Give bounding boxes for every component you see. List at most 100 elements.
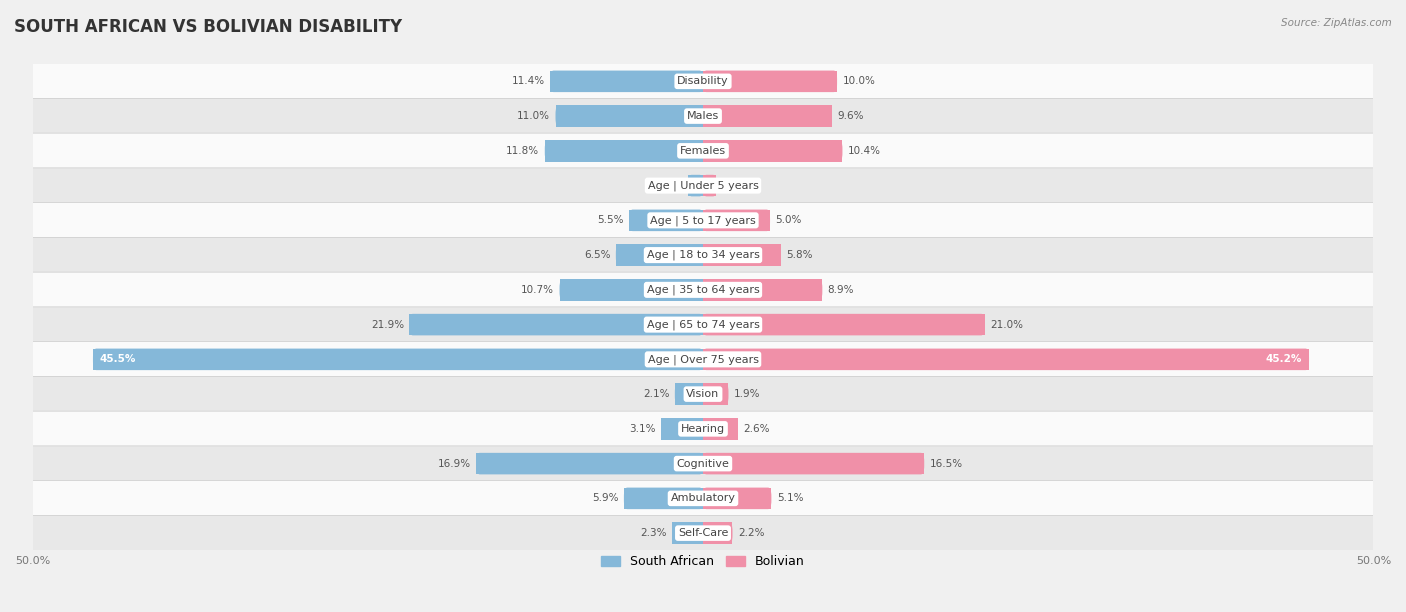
FancyBboxPatch shape: [624, 488, 703, 509]
Text: Hearing: Hearing: [681, 424, 725, 434]
Text: 16.5%: 16.5%: [929, 458, 963, 469]
Text: Self-Care: Self-Care: [678, 528, 728, 538]
FancyBboxPatch shape: [32, 446, 1374, 482]
FancyBboxPatch shape: [675, 383, 703, 405]
Bar: [544, 140, 703, 162]
Bar: [681, 209, 703, 231]
FancyBboxPatch shape: [32, 515, 1374, 551]
Text: 16.9%: 16.9%: [437, 458, 471, 469]
FancyBboxPatch shape: [703, 383, 728, 405]
FancyBboxPatch shape: [32, 64, 1374, 99]
Bar: [703, 105, 832, 127]
FancyBboxPatch shape: [32, 99, 1374, 134]
Bar: [703, 418, 713, 439]
Text: 5.8%: 5.8%: [786, 250, 813, 260]
FancyBboxPatch shape: [32, 480, 1374, 516]
Text: Age | 35 to 64 years: Age | 35 to 64 years: [647, 285, 759, 295]
FancyBboxPatch shape: [616, 244, 703, 266]
Bar: [555, 105, 703, 127]
Bar: [703, 349, 884, 370]
Text: 5.1%: 5.1%: [776, 493, 803, 503]
Text: 11.0%: 11.0%: [517, 111, 550, 121]
Text: 6.5%: 6.5%: [583, 250, 610, 260]
Bar: [477, 453, 703, 474]
Bar: [550, 70, 703, 92]
FancyBboxPatch shape: [32, 237, 1374, 273]
FancyBboxPatch shape: [32, 376, 1374, 412]
Text: 21.9%: 21.9%: [371, 319, 404, 330]
Bar: [93, 349, 703, 370]
Bar: [693, 523, 703, 544]
FancyBboxPatch shape: [560, 279, 703, 300]
Text: Age | Over 75 years: Age | Over 75 years: [648, 354, 758, 365]
Text: 2.2%: 2.2%: [738, 528, 765, 538]
FancyBboxPatch shape: [703, 349, 1309, 370]
FancyBboxPatch shape: [93, 349, 703, 370]
Bar: [703, 70, 837, 92]
Bar: [672, 523, 703, 544]
Bar: [703, 175, 717, 196]
Bar: [703, 279, 738, 300]
FancyBboxPatch shape: [409, 314, 703, 335]
FancyBboxPatch shape: [630, 209, 703, 231]
Bar: [703, 140, 842, 162]
FancyBboxPatch shape: [703, 70, 837, 92]
Text: Vision: Vision: [686, 389, 720, 399]
Bar: [657, 70, 703, 92]
FancyBboxPatch shape: [32, 272, 1374, 308]
FancyBboxPatch shape: [32, 307, 1374, 342]
Text: 5.9%: 5.9%: [592, 493, 619, 503]
Text: 45.5%: 45.5%: [100, 354, 136, 364]
Text: Age | 65 to 74 years: Age | 65 to 74 years: [647, 319, 759, 330]
Text: Age | Under 5 years: Age | Under 5 years: [648, 181, 758, 191]
Bar: [661, 418, 703, 439]
Bar: [695, 383, 703, 405]
FancyBboxPatch shape: [672, 523, 703, 544]
Text: 10.0%: 10.0%: [842, 76, 876, 86]
FancyBboxPatch shape: [703, 279, 823, 300]
Text: Cognitive: Cognitive: [676, 458, 730, 469]
Text: Males: Males: [688, 111, 718, 121]
FancyBboxPatch shape: [703, 523, 733, 544]
Bar: [703, 244, 727, 266]
Text: 10.7%: 10.7%: [522, 285, 554, 295]
Bar: [703, 523, 711, 544]
Bar: [659, 105, 703, 127]
Text: 10.4%: 10.4%: [848, 146, 880, 156]
Text: 21.0%: 21.0%: [990, 319, 1024, 330]
Text: Age | 18 to 34 years: Age | 18 to 34 years: [647, 250, 759, 260]
Bar: [703, 349, 1309, 370]
Bar: [616, 244, 703, 266]
Bar: [703, 418, 738, 439]
Bar: [699, 175, 703, 196]
Bar: [703, 140, 745, 162]
Bar: [703, 453, 769, 474]
FancyBboxPatch shape: [703, 418, 738, 439]
FancyBboxPatch shape: [703, 209, 770, 231]
FancyBboxPatch shape: [703, 244, 780, 266]
FancyBboxPatch shape: [32, 411, 1374, 447]
FancyBboxPatch shape: [32, 133, 1374, 168]
Bar: [679, 488, 703, 509]
Bar: [675, 383, 703, 405]
Text: Disability: Disability: [678, 76, 728, 86]
FancyBboxPatch shape: [703, 140, 842, 162]
FancyBboxPatch shape: [477, 453, 703, 474]
Text: 45.2%: 45.2%: [1265, 354, 1302, 364]
FancyBboxPatch shape: [703, 105, 832, 127]
Bar: [520, 349, 703, 370]
Text: 1.9%: 1.9%: [734, 389, 761, 399]
Text: Ambulatory: Ambulatory: [671, 493, 735, 503]
Bar: [655, 140, 703, 162]
Text: 5.0%: 5.0%: [775, 215, 801, 225]
Text: 8.9%: 8.9%: [828, 285, 855, 295]
Bar: [703, 244, 780, 266]
FancyBboxPatch shape: [703, 175, 717, 196]
FancyBboxPatch shape: [32, 168, 1374, 203]
Text: 11.8%: 11.8%: [506, 146, 540, 156]
Bar: [703, 523, 733, 544]
FancyBboxPatch shape: [544, 140, 703, 162]
Text: 2.1%: 2.1%: [643, 389, 669, 399]
Text: 11.4%: 11.4%: [512, 76, 544, 86]
Text: 2.3%: 2.3%: [640, 528, 666, 538]
